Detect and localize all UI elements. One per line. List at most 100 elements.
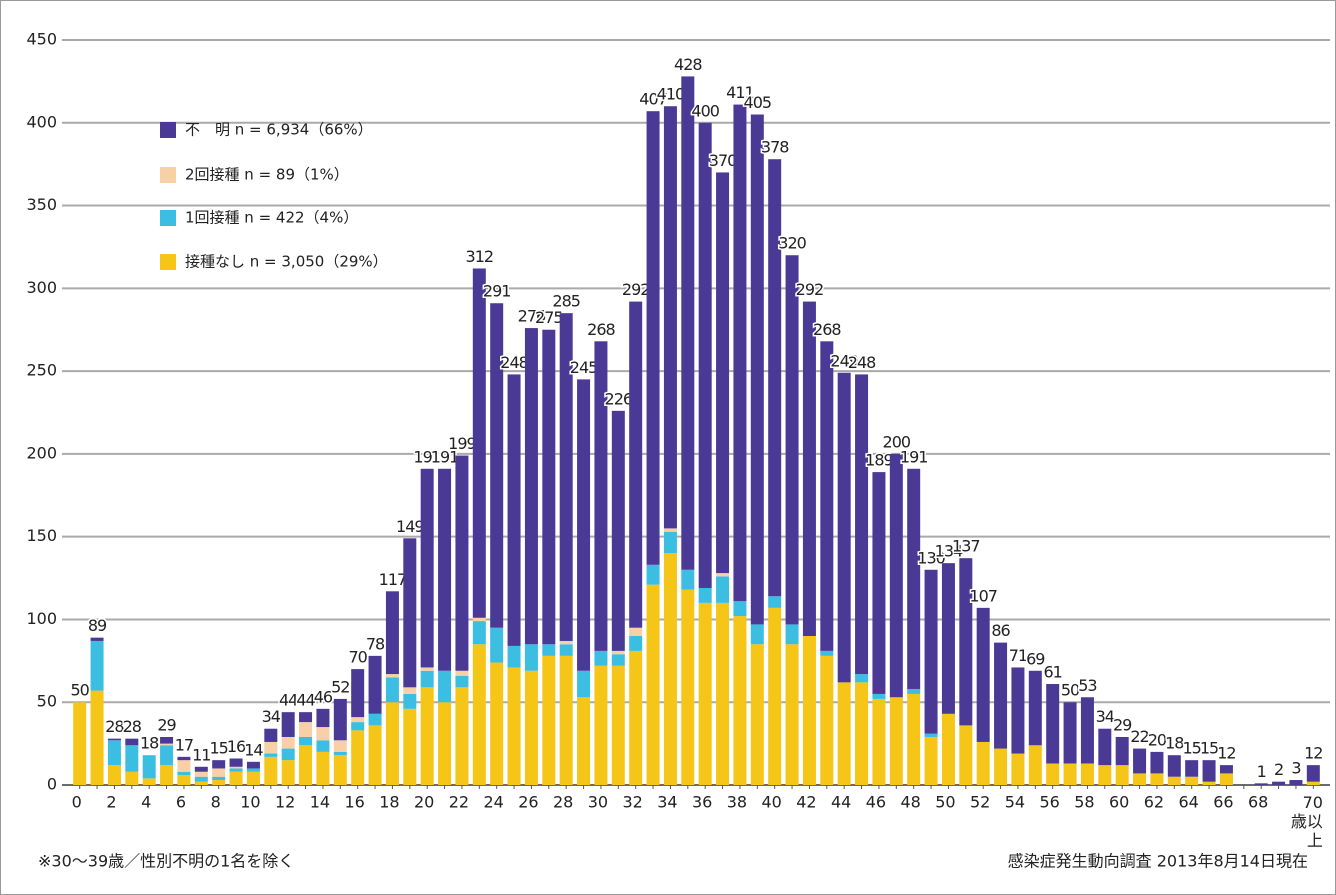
bar-segment: [420, 667, 434, 671]
bar-label: 312: [466, 247, 494, 266]
bar-segment: [733, 616, 747, 785]
bar-label: 245: [570, 358, 598, 377]
bar-label: 378: [761, 138, 789, 157]
bar-segment: [698, 602, 712, 785]
bar-label: 53: [1078, 676, 1096, 695]
bar-segment: [73, 702, 87, 785]
bar-segment: [212, 776, 226, 781]
x-tick-label: 12: [275, 793, 295, 812]
bar-segment: [733, 104, 747, 602]
bar-segment: [351, 730, 365, 785]
bar-segment: [125, 745, 139, 772]
bar-label: 191: [431, 447, 459, 466]
bar-segment: [351, 722, 365, 731]
legend-swatch: [160, 254, 176, 270]
bar-segment: [455, 670, 469, 676]
x-tick-label: 48: [901, 793, 921, 812]
x-tick-label: 20: [414, 793, 434, 812]
y-tick-label: 250: [26, 361, 57, 380]
bar-label: 15: [210, 739, 228, 758]
bar-segment: [194, 766, 208, 772]
bar-segment: [403, 538, 417, 688]
bar-segment: [716, 172, 730, 574]
bar-label: 226: [605, 389, 633, 408]
bar-segment: [212, 760, 226, 769]
bar-label: 275: [535, 308, 563, 327]
x-tick-label: 70歳以上: [1290, 793, 1323, 850]
bar-label: 70: [349, 648, 368, 667]
bar-label: 86: [991, 621, 1010, 640]
x-tick-label: 62: [1144, 793, 1164, 812]
legend-label: 不 明 n = 6,934（66%）: [185, 121, 373, 139]
bar-label: 18: [140, 734, 159, 753]
bar-label: 405: [744, 93, 772, 112]
x-tick-label: 32: [623, 793, 643, 812]
bar-label: 50: [71, 681, 90, 700]
bar-segment: [229, 768, 243, 772]
bar-label: 12: [1217, 744, 1235, 763]
bar-segment: [820, 341, 834, 651]
y-tick-label: 350: [26, 195, 57, 214]
bar-segment: [1150, 773, 1164, 785]
bar-segment: [368, 713, 382, 726]
bar-segment: [142, 755, 156, 779]
bar-label: 292: [796, 280, 824, 299]
x-tick-label: 50: [935, 793, 955, 812]
bar-segment: [385, 591, 399, 675]
bar-segment: [229, 771, 243, 785]
bar-segment: [420, 468, 434, 668]
bar-segment: [264, 728, 278, 742]
bar-segment: [733, 601, 747, 617]
bar-segment: [438, 468, 452, 671]
bar-segment: [1046, 763, 1060, 785]
bar-segment: [924, 736, 938, 785]
x-tick-label: 42: [796, 793, 816, 812]
y-tick-label: 300: [26, 278, 57, 297]
bar-segment: [316, 708, 330, 728]
bar-segment: [212, 780, 226, 785]
x-tick-label: 54: [1005, 793, 1025, 812]
bar-segment: [855, 374, 869, 675]
y-tick-label: 0: [47, 775, 57, 794]
bar-segment: [698, 122, 712, 588]
bar-segment: [542, 655, 556, 785]
bar-segment: [750, 114, 764, 625]
bar-segment: [820, 650, 834, 656]
bar-segment: [246, 761, 260, 769]
bar-segment: [785, 644, 799, 785]
bar-segment: [976, 741, 990, 785]
bar-segment: [941, 713, 955, 785]
bar-segment: [941, 563, 955, 714]
bar-segment: [629, 636, 643, 651]
bar-segment: [177, 756, 191, 761]
x-tick-label: 4: [141, 793, 151, 812]
bar-segment: [438, 670, 452, 703]
bar-label: 199: [448, 434, 476, 453]
x-tick-label: 14: [310, 793, 330, 812]
bar-segment: [837, 372, 851, 683]
bar-segment: [160, 743, 174, 746]
bar-label: 44: [279, 691, 298, 710]
bar-segment: [559, 313, 573, 641]
bar-segment: [368, 725, 382, 785]
bar-segment: [438, 702, 452, 785]
bar-segment: [663, 106, 677, 529]
bar-segment: [490, 662, 504, 785]
bar-segment: [768, 607, 782, 785]
bar-segment: [1080, 697, 1094, 764]
bar-segment: [299, 745, 313, 785]
bar-segment: [837, 682, 851, 785]
bar-segment: [455, 675, 469, 688]
bar-label: 410: [657, 85, 685, 104]
bar-label: 15: [1200, 739, 1218, 758]
bar-segment: [1011, 753, 1025, 785]
y-tick-label: 400: [26, 112, 57, 131]
x-tick-label: 52: [970, 793, 990, 812]
bar-segment: [420, 687, 434, 785]
bar-segment: [1011, 667, 1025, 754]
bar-segment: [559, 640, 573, 645]
bar-segment: [994, 642, 1008, 749]
x-tick-label: 10: [240, 793, 260, 812]
bar-segment: [646, 564, 660, 585]
